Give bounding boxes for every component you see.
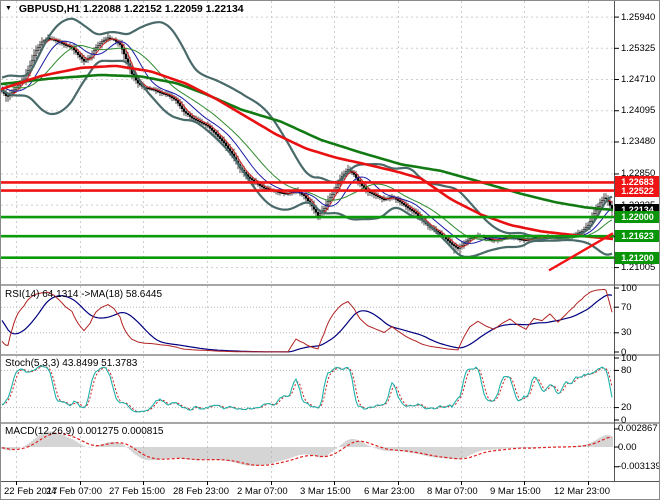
price-tick-label: 1.24095: [621, 105, 656, 117]
stoch-panel-label: Stoch(5,3,3) 43.8499 51.3783: [5, 358, 138, 369]
time-axis-label: 8 Mar 07:00: [427, 486, 478, 497]
chart-title: ▼ GBPUSD,H1 1.22088 1.22152 1.22059 1.22…: [5, 3, 244, 15]
price-badge-red: 1.22522: [615, 184, 659, 197]
stoch-tick-label: 100: [621, 352, 637, 364]
rsi-tick-label: 70: [621, 301, 632, 313]
price-tick-label: 1.21005: [621, 262, 656, 274]
time-axis-label: 24 Feb 07:00: [46, 486, 102, 497]
stoch-tick-label: 20: [621, 402, 632, 414]
stoch-tick-label: 0: [621, 414, 627, 426]
macd-tick-label: -0.003139: [618, 461, 660, 473]
rsi-panel-label: RSI(14) 64.1314 ->MA(18) 58.6445: [5, 289, 163, 300]
time-axis-label: 22 Feb 2017: [4, 486, 58, 497]
rsi-tick-label: 100: [621, 282, 637, 294]
stoch-tick-label: 80: [621, 364, 632, 376]
price-badge-green: 1.22000: [615, 211, 659, 224]
time-axis-label: 28 Feb 23:00: [173, 486, 229, 497]
time-axis-label: 6 Mar 23:00: [364, 486, 415, 497]
rsi-tick-label: 30: [621, 327, 632, 339]
macd-tick-label: 0.00: [618, 441, 637, 453]
ohlc-values: 1.22088 1.22152 1.22059 1.22134: [83, 3, 244, 15]
price-tick-label: 1.23480: [621, 136, 656, 148]
macd-panel-label: MACD(12,26,9) 0.001275 0.000815: [5, 426, 164, 437]
symbol-timeframe-label: GBPUSD,H1: [18, 3, 81, 15]
time-axis-label: 9 Mar 15:00: [490, 486, 541, 497]
price-tick-label: 1.24710: [621, 74, 656, 86]
time-axis-label: 2 Mar 07:00: [237, 486, 288, 497]
rsi-tick-label: 0: [621, 346, 627, 358]
chart-menu-arrow-icon[interactable]: ▼: [5, 5, 12, 12]
time-axis-label: 27 Feb 15:00: [109, 486, 165, 497]
time-axis-label: 12 Mar 23:00: [554, 486, 610, 497]
price-badge-green: 1.21200: [615, 251, 659, 264]
price-tick-label: 1.25325: [621, 42, 656, 54]
price-tick-label: 1.25940: [621, 11, 656, 23]
time-axis-label: 3 Mar 15:00: [300, 486, 351, 497]
price-badge-green: 1.21623: [615, 230, 659, 243]
price-tick-label: 1.22850: [621, 168, 656, 180]
macd-tick-label: 0.002867: [618, 423, 658, 435]
